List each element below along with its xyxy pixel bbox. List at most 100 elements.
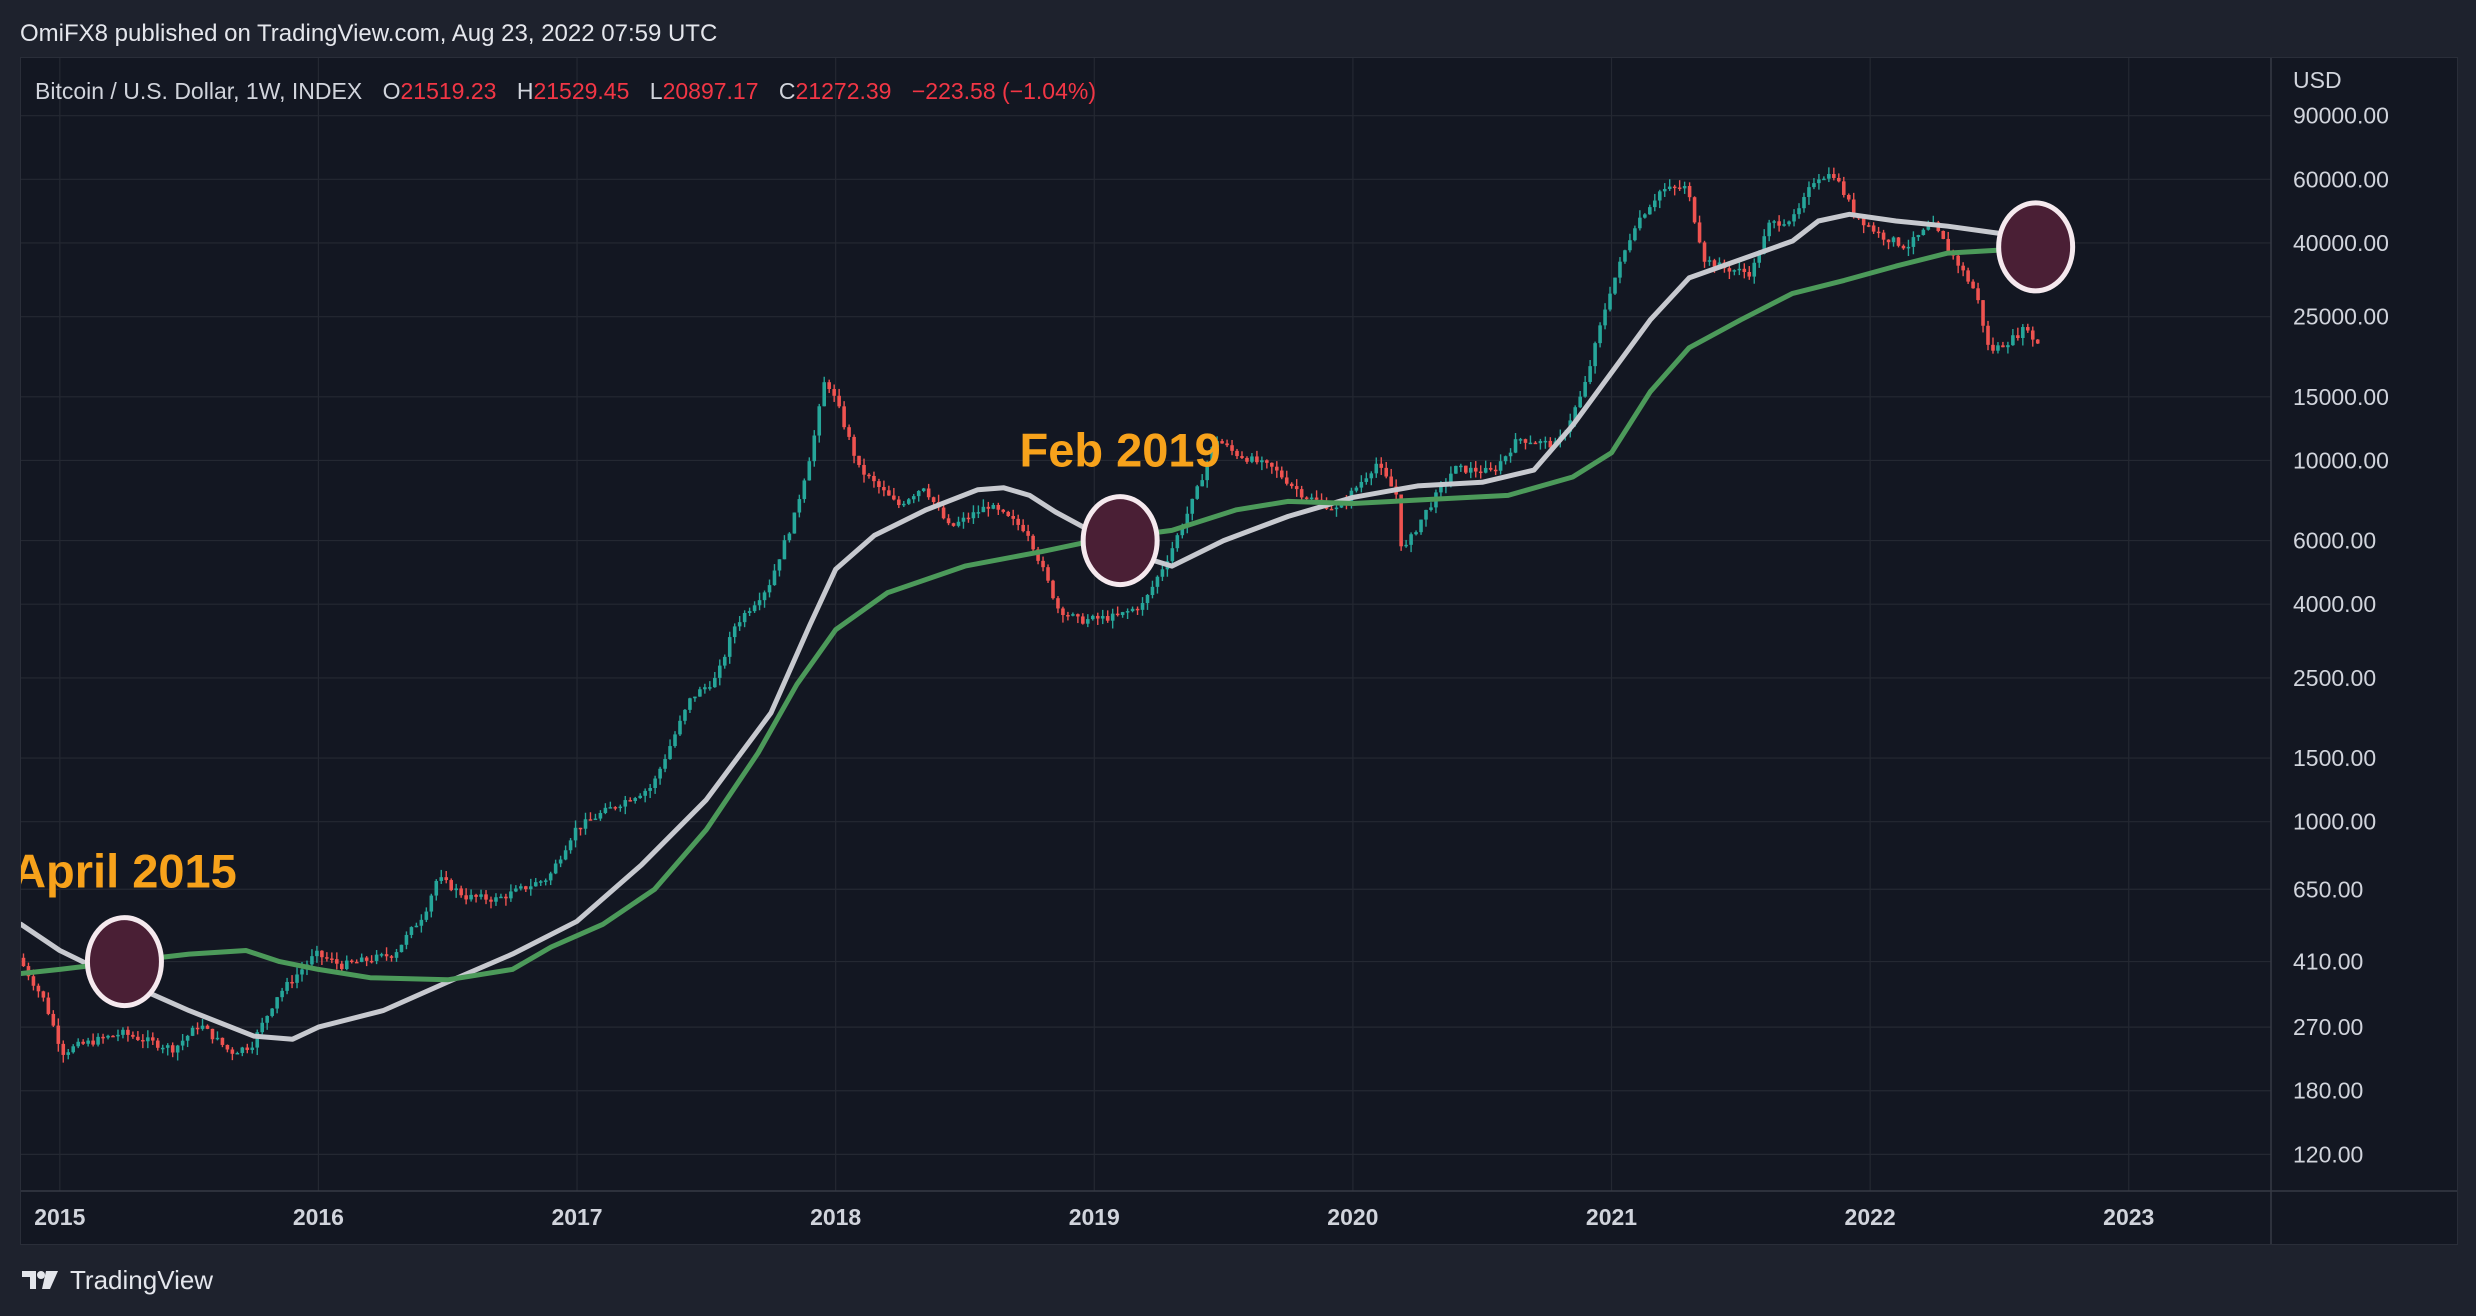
candle-body: [1593, 343, 1597, 367]
candle-body: [1210, 446, 1214, 463]
candle-body: [1195, 486, 1200, 499]
candle-body: [1578, 396, 1582, 408]
candle-body: [1628, 240, 1632, 251]
time-axis[interactable]: 2015 2016 2017 2018 2019 2020 2021 2022 2023: [34, 1204, 2154, 1230]
candle-body: [165, 1045, 170, 1048]
candle-body: [558, 859, 563, 864]
x-tick-label: 2020: [1327, 1204, 1378, 1230]
candle-body: [1478, 471, 1483, 474]
candle-body: [1031, 535, 1035, 550]
y-tick-label: 15000.00: [2293, 384, 2389, 410]
candle-body: [822, 382, 827, 407]
candle-body: [1692, 197, 1697, 223]
price-chart[interactable]: April 2015 Feb 2019 90000.00 60000.00 40000…: [21, 58, 2457, 1244]
candle-body: [1802, 197, 1806, 209]
candle-body: [21, 957, 26, 967]
candle-body: [1583, 381, 1587, 397]
candle-body: [359, 957, 364, 962]
candle-body: [1787, 221, 1791, 225]
candle-body: [1886, 239, 1891, 243]
candle-body: [1752, 262, 1757, 277]
candle-body: [1190, 498, 1195, 514]
candle-body: [1468, 467, 1473, 473]
candle-body: [1672, 186, 1677, 189]
candle-body: [966, 517, 971, 520]
tradingview-logo-icon: [22, 1271, 58, 1289]
candle-body: [160, 1047, 165, 1050]
candle-body: [205, 1025, 210, 1029]
candle-body: [1906, 246, 1911, 249]
symbol-legend[interactable]: Bitcoin / U.S. Dollar, 1W, INDEX O21519.…: [35, 78, 1096, 104]
candle-body: [1896, 237, 1901, 246]
candle-body: [36, 985, 41, 992]
candle-body: [926, 488, 931, 498]
candle-body: [921, 488, 926, 491]
candle-body: [941, 507, 946, 519]
candle-body: [1986, 325, 1990, 345]
candle-body: [81, 1041, 85, 1044]
candle-body: [349, 960, 354, 963]
candle-body: [1105, 616, 1110, 621]
candle-body: [126, 1029, 130, 1035]
candle-body: [1120, 612, 1125, 616]
low-value: 20897.17: [663, 78, 759, 104]
candle-body: [1076, 614, 1080, 617]
candle-body: [1001, 509, 1006, 512]
candle-body: [56, 1025, 61, 1044]
candle-body: [240, 1047, 245, 1053]
candle-body: [315, 950, 319, 957]
candle-body: [1533, 442, 1538, 445]
candle-body: [1588, 366, 1592, 382]
candle-body: [1598, 325, 1602, 344]
candle-body: [459, 888, 463, 896]
x-tick-label: 2018: [810, 1204, 861, 1230]
candle-body: [1429, 507, 1433, 510]
candle-body: [1777, 221, 1781, 226]
candle-body: [2030, 330, 2035, 340]
y-tick-label: 180.00: [2293, 1078, 2363, 1104]
candle-body: [598, 813, 603, 819]
candle-body: [190, 1027, 195, 1036]
candle-body: [1613, 277, 1617, 294]
candle-body: [638, 795, 642, 799]
chart-frame[interactable]: April 2015 Feb 2019 90000.00 60000.00 40000…: [20, 57, 2458, 1245]
candle-body: [180, 1040, 185, 1046]
candle-body: [812, 435, 817, 462]
candle-body: [1374, 463, 1379, 474]
candle-body: [1379, 463, 1384, 468]
candle-body: [399, 944, 404, 953]
brand-name[interactable]: TradingView: [70, 1264, 214, 1295]
candle-body: [1652, 200, 1657, 208]
candle-body: [339, 963, 344, 970]
candle-body: [1140, 603, 1145, 610]
candle-body: [1299, 489, 1304, 498]
annotation-label: Feb 2019: [1020, 424, 1221, 477]
candle-body: [1294, 486, 1299, 490]
candle-body: [1513, 439, 1518, 453]
candle-body: [1275, 466, 1279, 471]
candle-body: [862, 464, 866, 475]
candle-body: [290, 981, 294, 984]
candle-body: [429, 895, 434, 912]
candle-body: [688, 698, 692, 710]
candle-body: [1961, 265, 1965, 271]
y-tick-label: 410.00: [2293, 949, 2363, 975]
candle-body: [111, 1035, 115, 1038]
candle-body: [1180, 527, 1185, 536]
candle-body: [514, 888, 518, 892]
candle-body: [2021, 327, 2025, 339]
candle-body: [1921, 229, 1926, 236]
candle-body: [106, 1035, 110, 1038]
candle-body: [832, 389, 836, 396]
price-axis-unit: USD: [2293, 67, 2342, 93]
candle-body: [668, 746, 672, 760]
candle-body: [409, 927, 414, 935]
candle-body: [260, 1022, 265, 1033]
candle-body: [404, 934, 409, 945]
price-axis[interactable]: 90000.00 60000.00 40000.00 25000.00 15000.00…: [2293, 103, 2389, 1168]
header-text: OmiFX8 published on TradingView.com, Aug…: [20, 20, 718, 47]
candle-body: [285, 981, 289, 991]
candle-body: [1782, 224, 1786, 226]
candle-body: [210, 1028, 215, 1040]
candle-body: [489, 899, 493, 902]
